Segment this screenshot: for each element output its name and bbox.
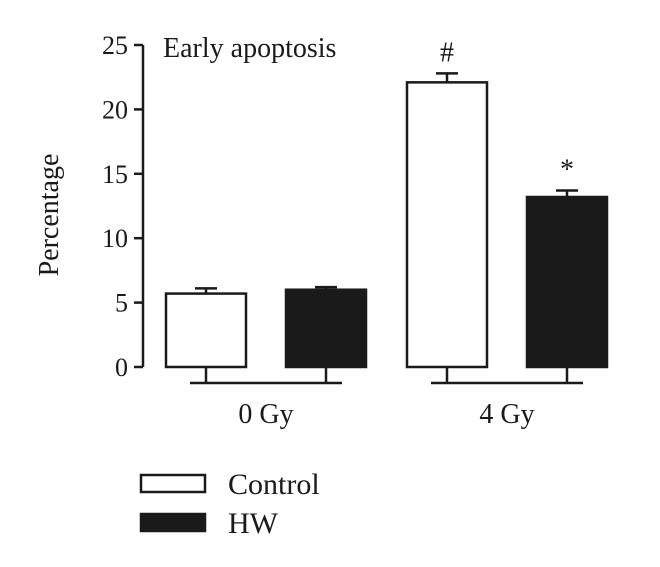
bar-control-4gy [405, 81, 489, 369]
significance-marker: * [560, 155, 574, 186]
significance-marker: # [440, 37, 454, 68]
bar-hw-0gy [284, 288, 368, 369]
y-axis-label: Percentage [34, 154, 65, 277]
legend-swatch-hw [139, 512, 207, 533]
y-tick-label: 20 [102, 95, 128, 124]
annotations: #* [440, 37, 574, 185]
legend-label: HW [228, 507, 279, 540]
x-category-label: 0 Gy [238, 399, 293, 430]
bars [164, 72, 609, 369]
bar-control-0gy [164, 292, 248, 369]
y-axis: 0 5 10 15 20 25 [102, 31, 145, 382]
bar-hw-4gy [525, 195, 609, 369]
x-axis: 0 Gy 4 Gy [190, 367, 583, 430]
y-tick-label: 25 [102, 31, 128, 60]
legend: Control HW [139, 468, 320, 540]
x-category-label: 4 Gy [479, 399, 534, 430]
y-tick-label: 5 [115, 289, 128, 318]
legend-label: Control [228, 468, 320, 501]
y-tick-label: 15 [102, 160, 128, 189]
y-tick-label: 10 [102, 224, 128, 253]
legend-swatch-control [139, 473, 207, 494]
chart-title: Early apoptosis [163, 33, 336, 64]
y-tick-label: 0 [115, 353, 128, 382]
